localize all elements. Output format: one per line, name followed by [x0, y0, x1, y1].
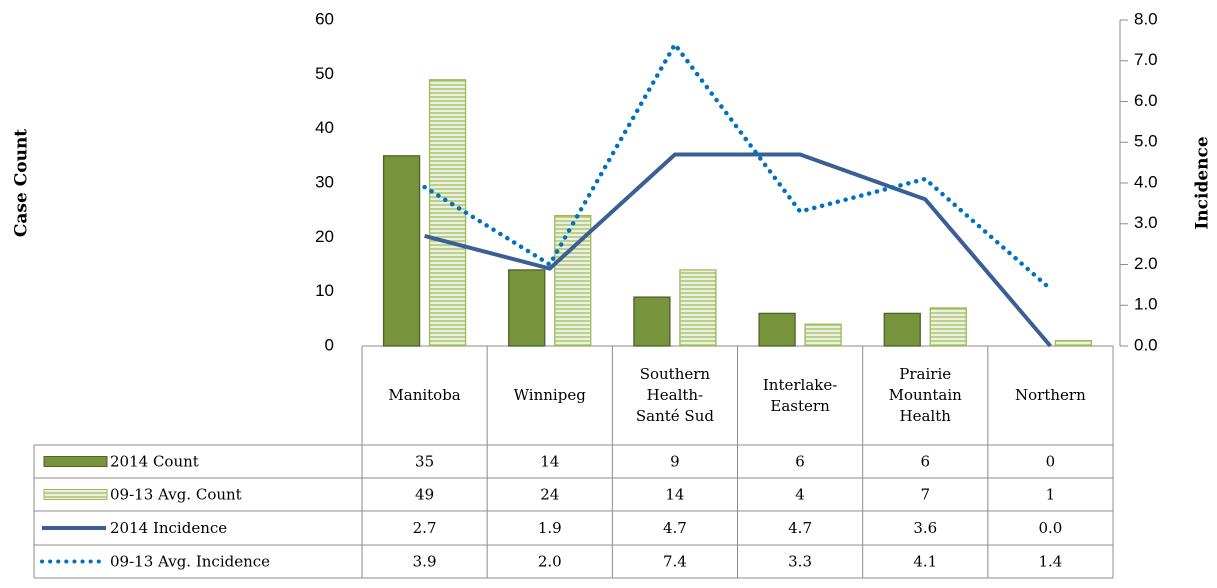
- table-value: 1.4: [1038, 553, 1062, 571]
- y-tick-label: 0: [325, 335, 334, 354]
- y-tick-label: 40: [315, 118, 334, 137]
- table-value: 1: [1046, 486, 1056, 504]
- y2-tick-label: 5.0: [1134, 132, 1158, 151]
- legend-label: 2014 Incidence: [110, 519, 227, 537]
- x-tick-label: Interlake-Eastern: [762, 375, 838, 415]
- bar: [508, 269, 546, 347]
- y2-tick-label: 6.0: [1134, 91, 1158, 110]
- y2-tick-label: 0.0: [1134, 335, 1158, 354]
- category-cell: Northern: [1015, 386, 1086, 404]
- table-value: 6: [795, 453, 805, 471]
- y-tick-label: 60: [315, 9, 334, 28]
- table-value: 7: [920, 486, 930, 504]
- x-tick-label: Southern Health-Santé Sud: [635, 365, 714, 425]
- table-value: 0: [1046, 453, 1056, 471]
- y-tick-label: 20: [315, 227, 334, 246]
- line: [422, 40, 1053, 292]
- y2-tick-label: 3.0: [1134, 213, 1158, 232]
- table-value: 4.7: [663, 519, 687, 537]
- bar: [758, 312, 796, 347]
- table-value: 3.6: [913, 519, 937, 537]
- y-tick-label: 30: [315, 172, 334, 191]
- table-value: 6: [920, 453, 930, 471]
- category-cell: Winnipeg: [513, 386, 586, 404]
- table-value: 4.7: [788, 519, 812, 537]
- table-value: 24: [540, 486, 559, 504]
- category-cell: Interlake-Eastern: [762, 375, 838, 415]
- y-tick-label: 50: [315, 64, 334, 83]
- table-value: 4.1: [913, 553, 937, 571]
- table-value: 49: [415, 486, 434, 504]
- table-value: 3.3: [788, 553, 812, 571]
- table-value: 14: [665, 486, 684, 504]
- x-tick-label: Prairie Mountain Health: [888, 365, 962, 425]
- table-value: 4: [795, 486, 805, 504]
- y2-tick-label: 2.0: [1134, 254, 1158, 273]
- line: [424, 152, 1052, 348]
- y2-tick-label: 8.0: [1134, 9, 1158, 28]
- bar: [679, 269, 717, 347]
- bar: [804, 323, 842, 347]
- bar: [1054, 339, 1093, 347]
- y-tick-label: 10: [315, 281, 334, 300]
- category-cell: Manitoba: [388, 386, 461, 404]
- table-value: 7.4: [663, 553, 687, 571]
- legend-key: [43, 456, 108, 467]
- bar: [929, 307, 967, 347]
- y-axis-title: Case Count: [12, 129, 32, 237]
- table-value: 2.7: [413, 519, 437, 537]
- x-tick-label: Northern: [1015, 386, 1086, 404]
- table-value: 14: [540, 453, 559, 471]
- bar: [883, 312, 921, 347]
- table-value: 1.9: [538, 519, 562, 537]
- x-tick-label: Manitoba: [388, 386, 461, 404]
- category-cell: Southern Health-Santé Sud: [635, 365, 714, 425]
- y2-tick-label: 4.0: [1134, 172, 1158, 191]
- legend-label: 2014 Count: [110, 453, 199, 471]
- table-value: 0.0: [1038, 519, 1062, 537]
- table-value: 3.9: [413, 553, 437, 571]
- y2-tick-label: 7.0: [1134, 50, 1158, 69]
- table-value: 35: [415, 453, 434, 471]
- legend-label: 09-13 Avg. Incidence: [110, 553, 270, 571]
- y2-tick-label: 1.0: [1134, 295, 1158, 314]
- table-value: 2.0: [538, 553, 562, 571]
- bar: [428, 79, 467, 347]
- bar: [382, 155, 421, 347]
- table-value: 9: [670, 453, 680, 471]
- x-tick-label: Winnipeg: [513, 386, 586, 404]
- bar: [633, 296, 671, 347]
- legend-key: [43, 489, 108, 500]
- y2-axis-title: Incidence: [1193, 136, 1213, 230]
- legend-label: 09-13 Avg. Count: [110, 486, 242, 504]
- category-cell: Prairie Mountain Health: [888, 365, 962, 425]
